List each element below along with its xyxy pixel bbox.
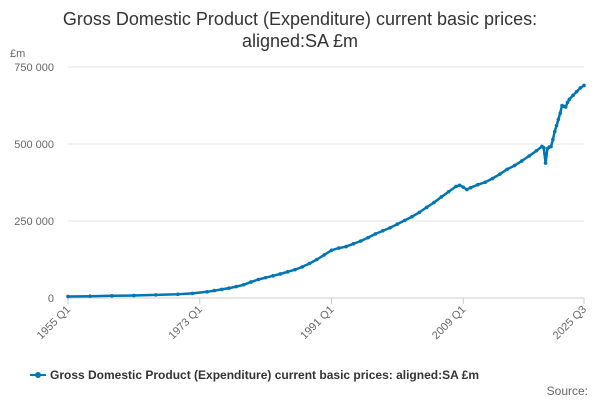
data-point[interactable] [285,270,290,274]
data-point[interactable] [212,288,217,293]
data-point[interactable] [219,287,224,292]
data-point[interactable] [543,161,548,165]
data-point[interactable] [549,144,553,149]
data-point[interactable] [417,210,422,215]
y-tick-label: 750 000 [14,62,54,74]
data-point[interactable] [558,111,563,115]
data-point[interactable] [541,145,546,150]
data-point[interactable] [132,293,136,298]
data-point[interactable] [373,232,378,236]
data-point[interactable] [110,294,114,298]
data-point[interactable] [263,275,268,280]
data-point[interactable] [512,163,517,168]
x-tick-label: 2009 Q1 [430,304,468,342]
chart-title-line-2: aligned:SA £m [241,31,359,51]
gridlines [68,66,584,222]
data-point[interactable] [300,265,305,269]
data-point[interactable] [278,272,283,276]
data-point[interactable] [552,129,557,134]
data-point[interactable] [490,176,495,181]
data-point[interactable] [271,274,275,278]
data-point[interactable] [402,218,407,223]
x-tick-label: 2025 Q3 [551,304,589,342]
series-line[interactable] [67,84,585,298]
data-point[interactable] [234,284,239,289]
data-point[interactable] [571,93,575,98]
data-point[interactable] [358,239,363,243]
x-tick-label: 1973 Q1 [167,304,205,342]
data-point[interactable] [388,225,392,230]
data-point[interactable] [154,293,158,297]
y-tick-label: 0 [48,293,54,305]
data-point[interactable] [424,205,429,210]
data-point[interactable] [578,86,583,90]
series-layer [66,83,586,299]
data-point[interactable] [88,294,92,298]
chart-title-line-1: Gross Domestic Product (Expenditure) cur… [62,9,538,29]
data-point[interactable] [395,222,400,226]
data-point[interactable] [582,83,586,88]
data-point[interactable] [556,117,561,122]
data-point[interactable] [315,257,319,262]
data-point[interactable] [410,214,414,219]
y-tick-label: 500 000 [14,139,54,151]
data-point[interactable] [554,123,559,128]
data-point[interactable] [505,167,509,172]
data-point[interactable] [66,294,70,299]
data-point[interactable] [551,137,555,142]
data-point[interactable] [175,292,180,297]
data-point[interactable] [256,277,261,282]
data-point[interactable] [293,267,297,272]
data-point[interactable] [351,241,356,246]
data-point[interactable] [380,229,385,233]
data-point[interactable] [249,280,253,284]
data-point[interactable] [483,180,487,184]
data-point[interactable] [344,244,348,249]
x-tick-label: 1991 Q1 [298,304,336,342]
data-point[interactable] [565,100,570,105]
data-point[interactable] [446,189,451,194]
data-point[interactable] [241,282,246,287]
y-tick-label: 250 000 [14,216,54,228]
legend-item-label[interactable]: Gross Domestic Product (Expenditure) cur… [50,368,479,382]
data-point[interactable] [322,253,326,257]
source-label: Source: [547,384,588,398]
x-tick-label: 1955 Q1 [35,304,73,342]
data-point[interactable] [366,235,370,240]
data-point[interactable] [534,148,539,153]
data-point[interactable] [337,246,341,250]
y-axis-label: £m [10,48,25,60]
legend[interactable]: Gross Domestic Product (Expenditure) cur… [30,368,479,382]
data-point[interactable] [457,183,462,188]
data-point[interactable] [476,182,480,187]
data-point[interactable] [498,172,502,176]
data-point[interactable] [567,97,572,102]
data-point[interactable] [432,200,436,205]
axes: £m 0 250 000 500 000 750 000 1955 Q1 1973 Q1 19… [10,48,589,342]
data-point[interactable] [468,185,473,190]
data-point[interactable] [329,248,334,253]
data-point[interactable] [519,159,524,163]
data-point[interactable] [307,261,312,266]
legend-marker [35,372,41,378]
data-point[interactable] [190,291,195,296]
data-point[interactable] [465,187,469,192]
data-point[interactable] [439,195,444,199]
data-point[interactable] [527,154,531,158]
data-point[interactable] [461,185,466,189]
data-point[interactable] [227,286,231,290]
data-point[interactable] [574,89,579,94]
data-point[interactable] [563,105,568,109]
chart-title: Gross Domestic Product (Expenditure) cur… [0,8,600,52]
data-point[interactable] [205,290,209,294]
data-point[interactable] [454,184,458,189]
